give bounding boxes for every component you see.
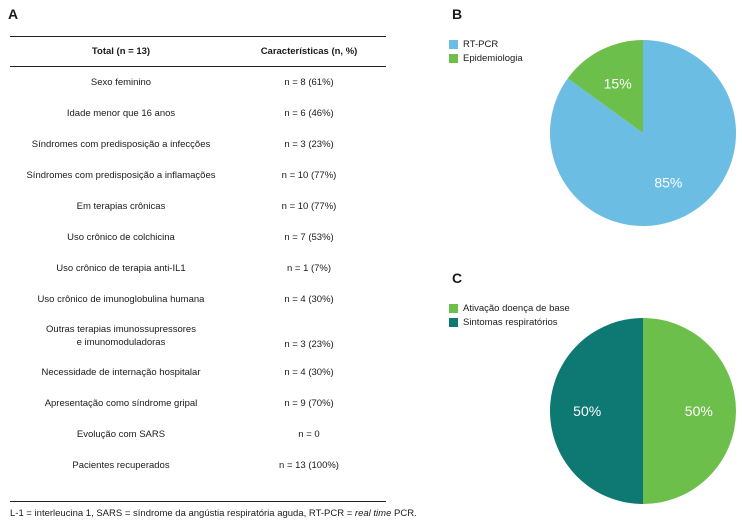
table-row: Em terapias crônicas n = 10 (77%) bbox=[10, 191, 386, 222]
table-row-label: Pacientes recuperados bbox=[72, 460, 170, 471]
panel-label-c: C bbox=[452, 270, 463, 286]
footnote-prefix: L-1 = interleucina 1, SARS = síndrome da… bbox=[10, 508, 355, 519]
table-row-value: n = 9 (70%) bbox=[284, 398, 334, 409]
legend-swatch bbox=[449, 39, 458, 49]
table-row-value: n = 6 (46%) bbox=[284, 108, 334, 119]
pie-slice-label: 85% bbox=[654, 175, 682, 191]
table-row: Sexo feminino n = 8 (61%) bbox=[10, 67, 386, 98]
table-row-value: n = 8 (61%) bbox=[284, 77, 334, 88]
pie-slice-label: 15% bbox=[604, 75, 632, 91]
table-row-value: n = 0 bbox=[298, 429, 320, 440]
legend-item: Sintomas respiratórios bbox=[449, 315, 570, 329]
legend-swatch bbox=[449, 303, 458, 313]
table-bottom-rule bbox=[10, 501, 386, 502]
panel-label-a: A bbox=[8, 6, 19, 22]
table-row: Evolução com SARS n = 0 bbox=[10, 419, 386, 450]
table-row: Uso crônico de imunoglobulina humana n = … bbox=[10, 284, 386, 315]
table-row-label: Em terapias crônicas bbox=[76, 201, 166, 212]
table-row: Síndromes com predisposição a inflamaçõe… bbox=[10, 160, 386, 191]
table-row-label: Síndromes com predisposição a infecções bbox=[31, 139, 211, 150]
table-header-row: Total (n = 13) Características (n, %) bbox=[10, 37, 386, 66]
legend-label: Epidemiologia bbox=[463, 52, 523, 64]
table-row: Outras terapias imunossupressores e imun… bbox=[10, 315, 386, 357]
legend-item: Epidemiologia bbox=[449, 51, 523, 65]
table-row: Necessidade de internação hospitalar n = … bbox=[10, 357, 386, 388]
legend-label: Ativação doença de base bbox=[463, 302, 570, 314]
footnote-suffix: PCR. bbox=[391, 508, 417, 519]
legend-item: Ativação doença de base bbox=[449, 301, 570, 315]
table-header-total: Total (n = 13) bbox=[91, 46, 151, 57]
footnote-italic: real time bbox=[354, 508, 392, 519]
legend-swatch bbox=[449, 317, 458, 327]
legend-swatch bbox=[449, 53, 458, 63]
table-header-rule bbox=[10, 66, 386, 67]
table-top-rule bbox=[10, 36, 386, 37]
table-row-value: n = 3 (23%) bbox=[284, 139, 334, 150]
pie-chart-c: 50% 50% bbox=[550, 318, 736, 504]
table-row-value: n = 4 (30%) bbox=[284, 367, 334, 378]
table-row-value: n = 13 (100%) bbox=[279, 460, 339, 471]
table-row-value: n = 3 (23%) bbox=[284, 339, 334, 350]
table-row-label: Necessidade de internação hospitalar bbox=[41, 367, 201, 378]
table-row-label: Uso crônico de imunoglobulina humana bbox=[37, 294, 205, 305]
table-row-value: n = 7 (53%) bbox=[284, 232, 334, 243]
pie-slice bbox=[550, 318, 643, 504]
legend-b: RT-PCR Epidemiologia bbox=[449, 37, 523, 65]
table-row-label: Apresentação como síndrome gripal bbox=[44, 398, 198, 409]
table-row-label: Uso crônico de terapia anti-IL1 bbox=[56, 263, 186, 274]
pie-slice bbox=[567, 40, 643, 133]
legend-label: RT-PCR bbox=[463, 38, 499, 50]
table-row-value: n = 1 (7%) bbox=[286, 263, 332, 274]
table-row-label: Idade menor que 16 anos bbox=[66, 108, 176, 119]
table-row: Uso crônico de terapia anti-IL1 n = 1 (7%… bbox=[10, 253, 386, 284]
table-row: Pacientes recuperados n = 13 (100%) bbox=[10, 450, 386, 481]
pie-slice-label: 50% bbox=[685, 403, 713, 419]
table-row: Uso crônico de colchicina n = 7 (53%) bbox=[10, 222, 386, 253]
table-header-characteristics: Características (n, %) bbox=[260, 46, 358, 57]
table-row-label: Síndromes com predisposição a inflamaçõe… bbox=[26, 170, 216, 181]
table-row-label: Evolução com SARS bbox=[76, 429, 166, 440]
legend-item: RT-PCR bbox=[449, 37, 523, 51]
table-row: Síndromes com predisposição a infecções n… bbox=[10, 129, 386, 160]
table-row-value: n = 10 (77%) bbox=[281, 170, 337, 181]
table-row: Idade menor que 16 anos n = 6 (46%) bbox=[10, 98, 386, 129]
table-row: Apresentação como síndrome gripal n = 9 (… bbox=[10, 388, 386, 419]
pie-slice bbox=[643, 318, 736, 504]
table-body: Sexo feminino n = 8 (61%) Idade menor que … bbox=[10, 67, 386, 481]
table-row-value: n = 10 (77%) bbox=[281, 201, 337, 212]
table-row-label: Uso crônico de colchicina bbox=[67, 232, 175, 243]
footnote: L-1 = interleucina 1, SARS = síndrome da… bbox=[10, 508, 417, 519]
characteristics-table: Total (n = 13) Características (n, %) Se… bbox=[10, 36, 386, 481]
pie-chart-b: 85% 15% bbox=[550, 40, 736, 226]
legend-label: Sintomas respiratórios bbox=[463, 316, 558, 328]
table-row-label: Outras terapias imunossupressores e imun… bbox=[46, 324, 196, 348]
pie-slice-label: 50% bbox=[573, 403, 601, 419]
table-row-value: n = 4 (30%) bbox=[284, 294, 334, 305]
table-row-label: Sexo feminino bbox=[90, 77, 152, 88]
panel-label-b: B bbox=[452, 6, 463, 22]
legend-c: Ativação doença de base Sintomas respirat… bbox=[449, 301, 570, 329]
